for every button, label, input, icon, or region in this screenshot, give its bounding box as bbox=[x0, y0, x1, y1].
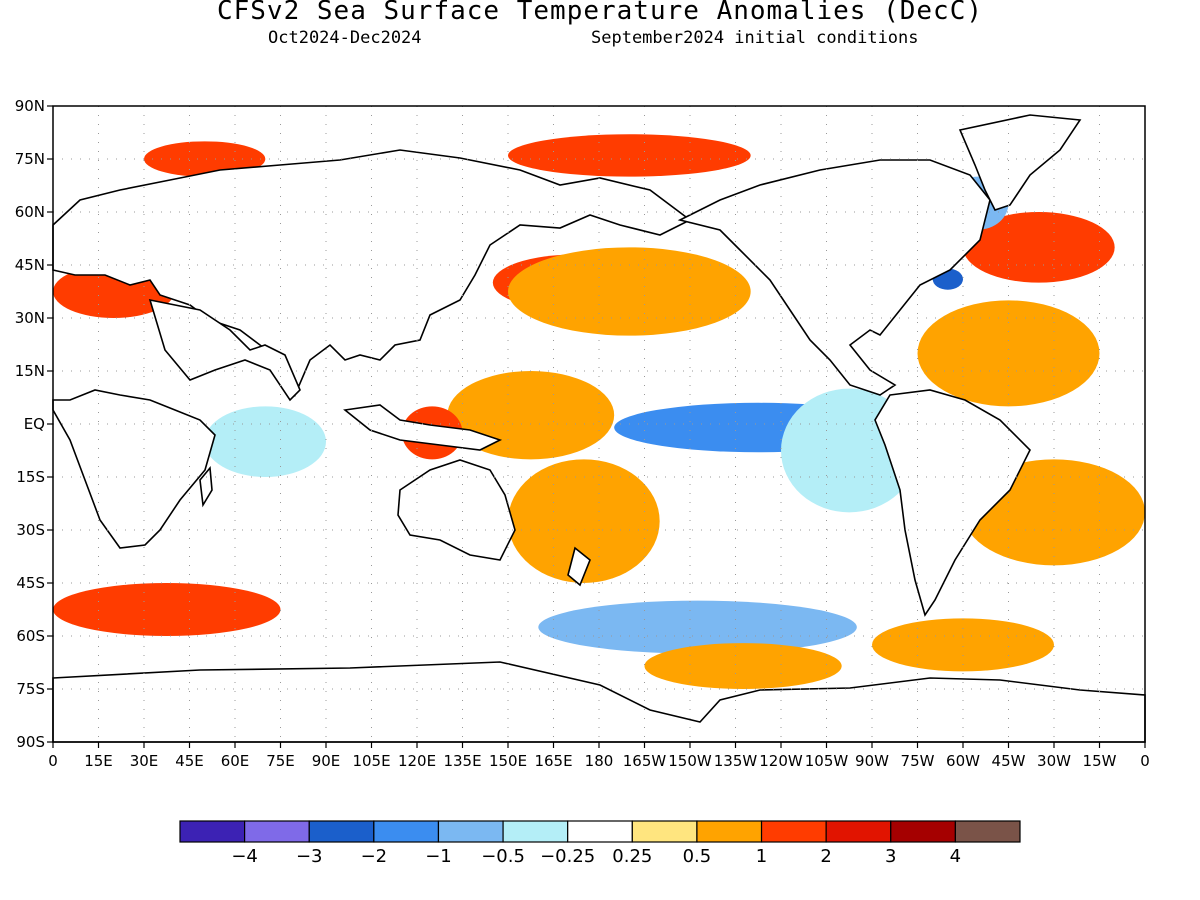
lon-tick-label: 30E bbox=[130, 752, 159, 770]
lat-tick-label: 60S bbox=[16, 627, 45, 645]
australia bbox=[397, 459, 516, 561]
lon-tick-label: 60E bbox=[221, 752, 250, 770]
lon-tick-label: 105E bbox=[352, 752, 390, 770]
lon-tick-label: 165W bbox=[623, 752, 667, 770]
lon-tick-label: 75W bbox=[901, 752, 935, 770]
lat-tick-label: 75S bbox=[16, 680, 45, 698]
colorbar-label: 3 bbox=[885, 846, 896, 867]
lon-tick-label: 15W bbox=[1083, 752, 1117, 770]
colorbar: −4 −3 −2 −1 −0.5 −0.25 0.25 0.5 1 2 3 4 bbox=[179, 820, 1021, 867]
anomaly-field-layer bbox=[52, 134, 1145, 689]
colorbar-label: 2 bbox=[820, 846, 831, 867]
lon-tick-label: 15E bbox=[84, 752, 113, 770]
land-layer bbox=[52, 114, 1146, 743]
colorbar-label: −4 bbox=[231, 846, 258, 867]
colorbar-swatch bbox=[631, 820, 698, 843]
anomaly-region bbox=[872, 618, 1054, 672]
lon-tick-label: 30W bbox=[1037, 752, 1071, 770]
colorbar-swatch bbox=[760, 820, 827, 843]
lon-tick-label: 45W bbox=[992, 752, 1026, 770]
anomaly-region bbox=[507, 134, 751, 177]
south-america bbox=[874, 389, 1031, 617]
colorbar-swatch bbox=[308, 820, 375, 843]
lon-tick-label: 45E bbox=[175, 752, 204, 770]
lat-tick-label: 30S bbox=[16, 521, 45, 539]
anomaly-region bbox=[144, 141, 266, 177]
antarctica bbox=[52, 661, 1146, 743]
north-america bbox=[677, 159, 991, 396]
lon-tick-label: 75E bbox=[266, 752, 295, 770]
lon-tick-label: 150W bbox=[668, 752, 712, 770]
colorbar-swatch bbox=[179, 820, 246, 843]
colorbar-label: 0.5 bbox=[683, 846, 712, 867]
lon-tick-label: 150E bbox=[489, 752, 527, 770]
lon-tick-label: 165E bbox=[534, 752, 572, 770]
colorbar-swatch bbox=[373, 820, 440, 843]
colorbar-swatch bbox=[567, 820, 633, 843]
anomaly-region bbox=[507, 459, 660, 583]
lat-tick-label: EQ bbox=[24, 415, 45, 433]
anomaly-region bbox=[204, 406, 326, 477]
africa-landmass bbox=[52, 389, 216, 549]
lon-tick-label: 0 bbox=[1140, 752, 1150, 770]
valid-period-subtitle: Oct2024-Dec2024 bbox=[268, 28, 422, 48]
anomaly-region bbox=[538, 600, 857, 654]
lon-tick-label: 90W bbox=[855, 752, 889, 770]
lon-tick-label: 120E bbox=[398, 752, 436, 770]
colorbar-label: 1 bbox=[756, 846, 767, 867]
colorbar-swatch bbox=[825, 820, 892, 843]
colorbar-swatch bbox=[244, 820, 310, 843]
colorbar-label: −2 bbox=[361, 846, 388, 867]
latitude-axis: 90N 75N 60N 45N 30N 15N EQ 15S 30S 45S 60S 75S 90S bbox=[15, 97, 53, 751]
lon-tick-label: 120W bbox=[759, 752, 803, 770]
anomaly-region bbox=[644, 643, 842, 689]
lon-tick-label: 180 bbox=[585, 752, 614, 770]
anomaly-region bbox=[507, 247, 751, 336]
colorbar-label: 4 bbox=[950, 846, 961, 867]
lat-tick-label: 15N bbox=[15, 362, 45, 380]
colorbar-label: −3 bbox=[296, 846, 323, 867]
colorbar-swatch bbox=[502, 820, 569, 843]
colorbar-label: −0.25 bbox=[540, 846, 595, 867]
lat-tick-label: 75N bbox=[15, 150, 45, 168]
arabia-india bbox=[148, 298, 301, 402]
lon-tick-label: 90E bbox=[312, 752, 341, 770]
lon-tick-label: 135E bbox=[443, 752, 481, 770]
colorbar-swatch bbox=[696, 820, 763, 843]
anomaly-region bbox=[53, 583, 281, 636]
lat-tick-label: 15S bbox=[16, 468, 45, 486]
maritime-continent bbox=[343, 404, 503, 451]
lat-tick-label: 30N bbox=[15, 309, 45, 327]
colorbar-label: 0.25 bbox=[612, 846, 652, 867]
graticule bbox=[53, 106, 1145, 742]
initial-conditions-subtitle: September2024 initial conditions bbox=[591, 28, 919, 48]
lat-tick-label: 90S bbox=[16, 733, 45, 751]
lat-tick-label: 45S bbox=[16, 574, 45, 592]
colorbar-label: −1 bbox=[425, 846, 452, 867]
lon-tick-label: 135W bbox=[714, 752, 758, 770]
anomaly-region bbox=[917, 300, 1100, 407]
lon-tick-label: 0 bbox=[48, 752, 58, 770]
lat-tick-label: 45N bbox=[15, 256, 45, 274]
lon-tick-label: 105W bbox=[805, 752, 849, 770]
anomaly-region bbox=[963, 212, 1115, 283]
colorbar-swatch bbox=[890, 820, 956, 843]
longitude-axis: 0 15E 30E 45E 60E 75E 90E 105E 120E 135E 150E 165E 1… bbox=[48, 742, 1150, 770]
colorbar-label: −0.5 bbox=[481, 846, 525, 867]
lat-tick-label: 90N bbox=[15, 97, 45, 115]
greenland bbox=[958, 114, 1082, 211]
lat-tick-label: 60N bbox=[15, 203, 45, 221]
colorbar-swatch bbox=[954, 820, 1021, 843]
new-zealand bbox=[567, 546, 591, 587]
colorbar-swatch bbox=[437, 820, 504, 843]
madagascar bbox=[199, 466, 213, 508]
map-title: CFSv2 Sea Surface Temperature Anomalies … bbox=[216, 0, 984, 26]
eurasia-landmass bbox=[52, 149, 692, 398]
lon-tick-label: 60W bbox=[946, 752, 980, 770]
